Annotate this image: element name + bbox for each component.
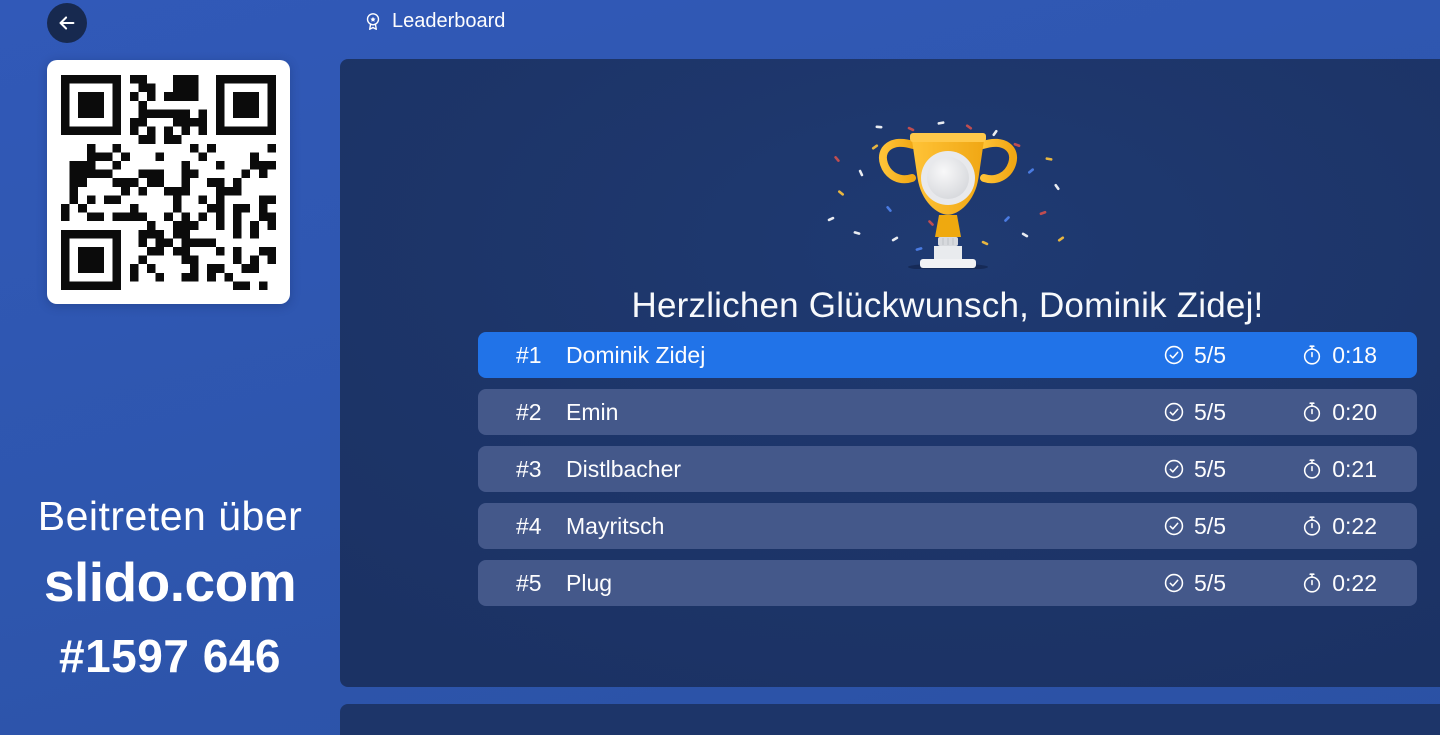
join-text: Beitreten über	[37, 493, 303, 539]
leaderboard-row: #3 Distlbacher 5/5 0:21	[478, 446, 1417, 492]
time-stat: 0:22	[1298, 513, 1377, 540]
rank-label: #3	[516, 455, 542, 482]
rank-label: #4	[516, 512, 542, 539]
medal-icon	[362, 11, 384, 33]
participant-name: Plug	[566, 569, 613, 596]
time-value: 0:18	[1332, 341, 1377, 368]
participant-name: Mayritsch	[566, 512, 665, 539]
next-slide-panel	[340, 704, 1440, 735]
rank-label: #1	[516, 341, 542, 368]
leaderboard-row: #2 Emin 5/5 0:20	[478, 389, 1417, 435]
time-value: 0:21	[1332, 455, 1377, 482]
score-value: 5/5	[1194, 341, 1226, 368]
score-value: 5/5	[1194, 569, 1226, 596]
trophy	[878, 133, 1017, 269]
participant-name: Distlbacher	[566, 455, 682, 482]
score-value: 5/5	[1194, 398, 1226, 425]
score-value: 5/5	[1194, 455, 1226, 482]
participant-name: Dominik Zidej	[566, 341, 706, 368]
rank-label: #5	[516, 569, 542, 596]
congrats-heading: Herzlichen Glückwunsch, Dominik Zidej!	[631, 286, 1264, 325]
time-stat: 0:18	[1298, 342, 1377, 369]
leaderboard-panel: Herzlichen Glückwunsch, Dominik Zidej! #…	[340, 59, 1440, 687]
score-stat: 5/5	[1163, 570, 1226, 597]
score-stat: 5/5	[1163, 513, 1226, 540]
stopwatch-icon	[1304, 402, 1321, 422]
time-value: 0:22	[1332, 569, 1377, 596]
join-domain: slido.com	[43, 551, 297, 613]
confetti	[827, 121, 1064, 251]
stopwatch-icon	[1304, 573, 1321, 593]
score-stat: 5/5	[1163, 342, 1226, 369]
leaderboard-list: #1 Dominik Zidej 5/5 0:18 #2 Emin	[478, 332, 1417, 606]
participant-name: Emin	[566, 398, 619, 425]
score-stat: 5/5	[1163, 399, 1226, 426]
page-title: Leaderboard	[392, 10, 506, 32]
back-arrow-icon	[56, 12, 78, 34]
event-code: #1597 646	[59, 630, 281, 682]
stopwatch-icon	[1304, 459, 1321, 479]
stopwatch-icon	[1304, 345, 1321, 365]
qr-code	[61, 74, 276, 290]
page-header: Leaderboard	[362, 10, 505, 33]
score-stat: 5/5	[1163, 456, 1226, 483]
score-value: 5/5	[1194, 512, 1226, 539]
check-circle-icon	[1164, 402, 1184, 422]
time-value: 0:20	[1332, 398, 1377, 425]
check-circle-icon	[1164, 345, 1184, 365]
check-circle-icon	[1164, 459, 1184, 479]
time-stat: 0:22	[1298, 570, 1377, 597]
check-circle-icon	[1164, 573, 1184, 593]
qr-card	[47, 60, 290, 304]
time-stat: 0:20	[1298, 399, 1377, 426]
leaderboard-row: #5 Plug 5/5 0:22	[478, 560, 1417, 606]
stopwatch-icon	[1304, 516, 1321, 536]
check-circle-icon	[1164, 516, 1184, 536]
leaderboard-row: #4 Mayritsch 5/5 0:22	[478, 503, 1417, 549]
trophy-confetti-illustration	[478, 121, 1417, 269]
back-button[interactable]	[47, 3, 87, 43]
time-stat: 0:21	[1298, 456, 1377, 483]
time-value: 0:22	[1332, 512, 1377, 539]
leaderboard-row: #1 Dominik Zidej 5/5 0:18	[478, 332, 1417, 378]
join-instructions: Beitreten über slido.com #1597 646	[0, 492, 340, 683]
rank-label: #2	[516, 398, 542, 425]
